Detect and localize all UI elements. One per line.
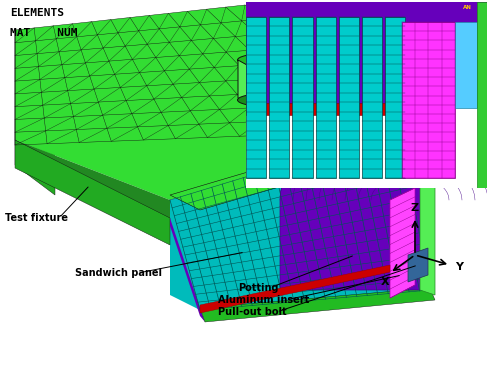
Ellipse shape bbox=[238, 54, 293, 66]
Text: Test fixture: Test fixture bbox=[5, 213, 68, 223]
Text: Aluminum insert: Aluminum insert bbox=[218, 295, 309, 305]
Text: Pull-out bolt: Pull-out bolt bbox=[218, 307, 287, 317]
Polygon shape bbox=[280, 120, 487, 290]
Polygon shape bbox=[15, 5, 400, 200]
Bar bbox=[246, 17, 266, 178]
Polygon shape bbox=[265, 60, 292, 105]
Text: Sandwich panel: Sandwich panel bbox=[75, 268, 162, 278]
Polygon shape bbox=[200, 265, 390, 313]
Polygon shape bbox=[15, 140, 170, 230]
Bar bbox=[402, 22, 455, 178]
Polygon shape bbox=[15, 30, 55, 195]
Text: AN: AN bbox=[463, 5, 471, 10]
Polygon shape bbox=[170, 218, 205, 322]
Text: MAT    NUM: MAT NUM bbox=[10, 28, 77, 38]
Polygon shape bbox=[238, 60, 265, 105]
Bar bbox=[269, 17, 289, 178]
Polygon shape bbox=[246, 2, 487, 108]
Polygon shape bbox=[200, 288, 435, 322]
Bar bbox=[385, 17, 405, 178]
Bar bbox=[316, 17, 336, 178]
Text: X: X bbox=[381, 277, 389, 287]
Polygon shape bbox=[420, 145, 435, 295]
Polygon shape bbox=[246, 2, 487, 103]
Polygon shape bbox=[170, 127, 430, 210]
Polygon shape bbox=[15, 140, 55, 180]
Ellipse shape bbox=[238, 94, 293, 106]
Text: Z: Z bbox=[411, 203, 419, 213]
Text: ELEMENTS: ELEMENTS bbox=[10, 8, 64, 18]
Bar bbox=[246, 103, 402, 115]
Polygon shape bbox=[390, 188, 415, 298]
Polygon shape bbox=[170, 130, 430, 310]
Text: Potting: Potting bbox=[238, 283, 279, 293]
Bar bbox=[339, 17, 359, 178]
Text: Y: Y bbox=[455, 262, 463, 272]
Bar bbox=[292, 17, 313, 178]
Polygon shape bbox=[15, 140, 170, 245]
Bar bbox=[362, 17, 382, 178]
Bar bbox=[477, 2, 487, 188]
Polygon shape bbox=[408, 248, 428, 282]
Bar bbox=[455, 22, 477, 108]
